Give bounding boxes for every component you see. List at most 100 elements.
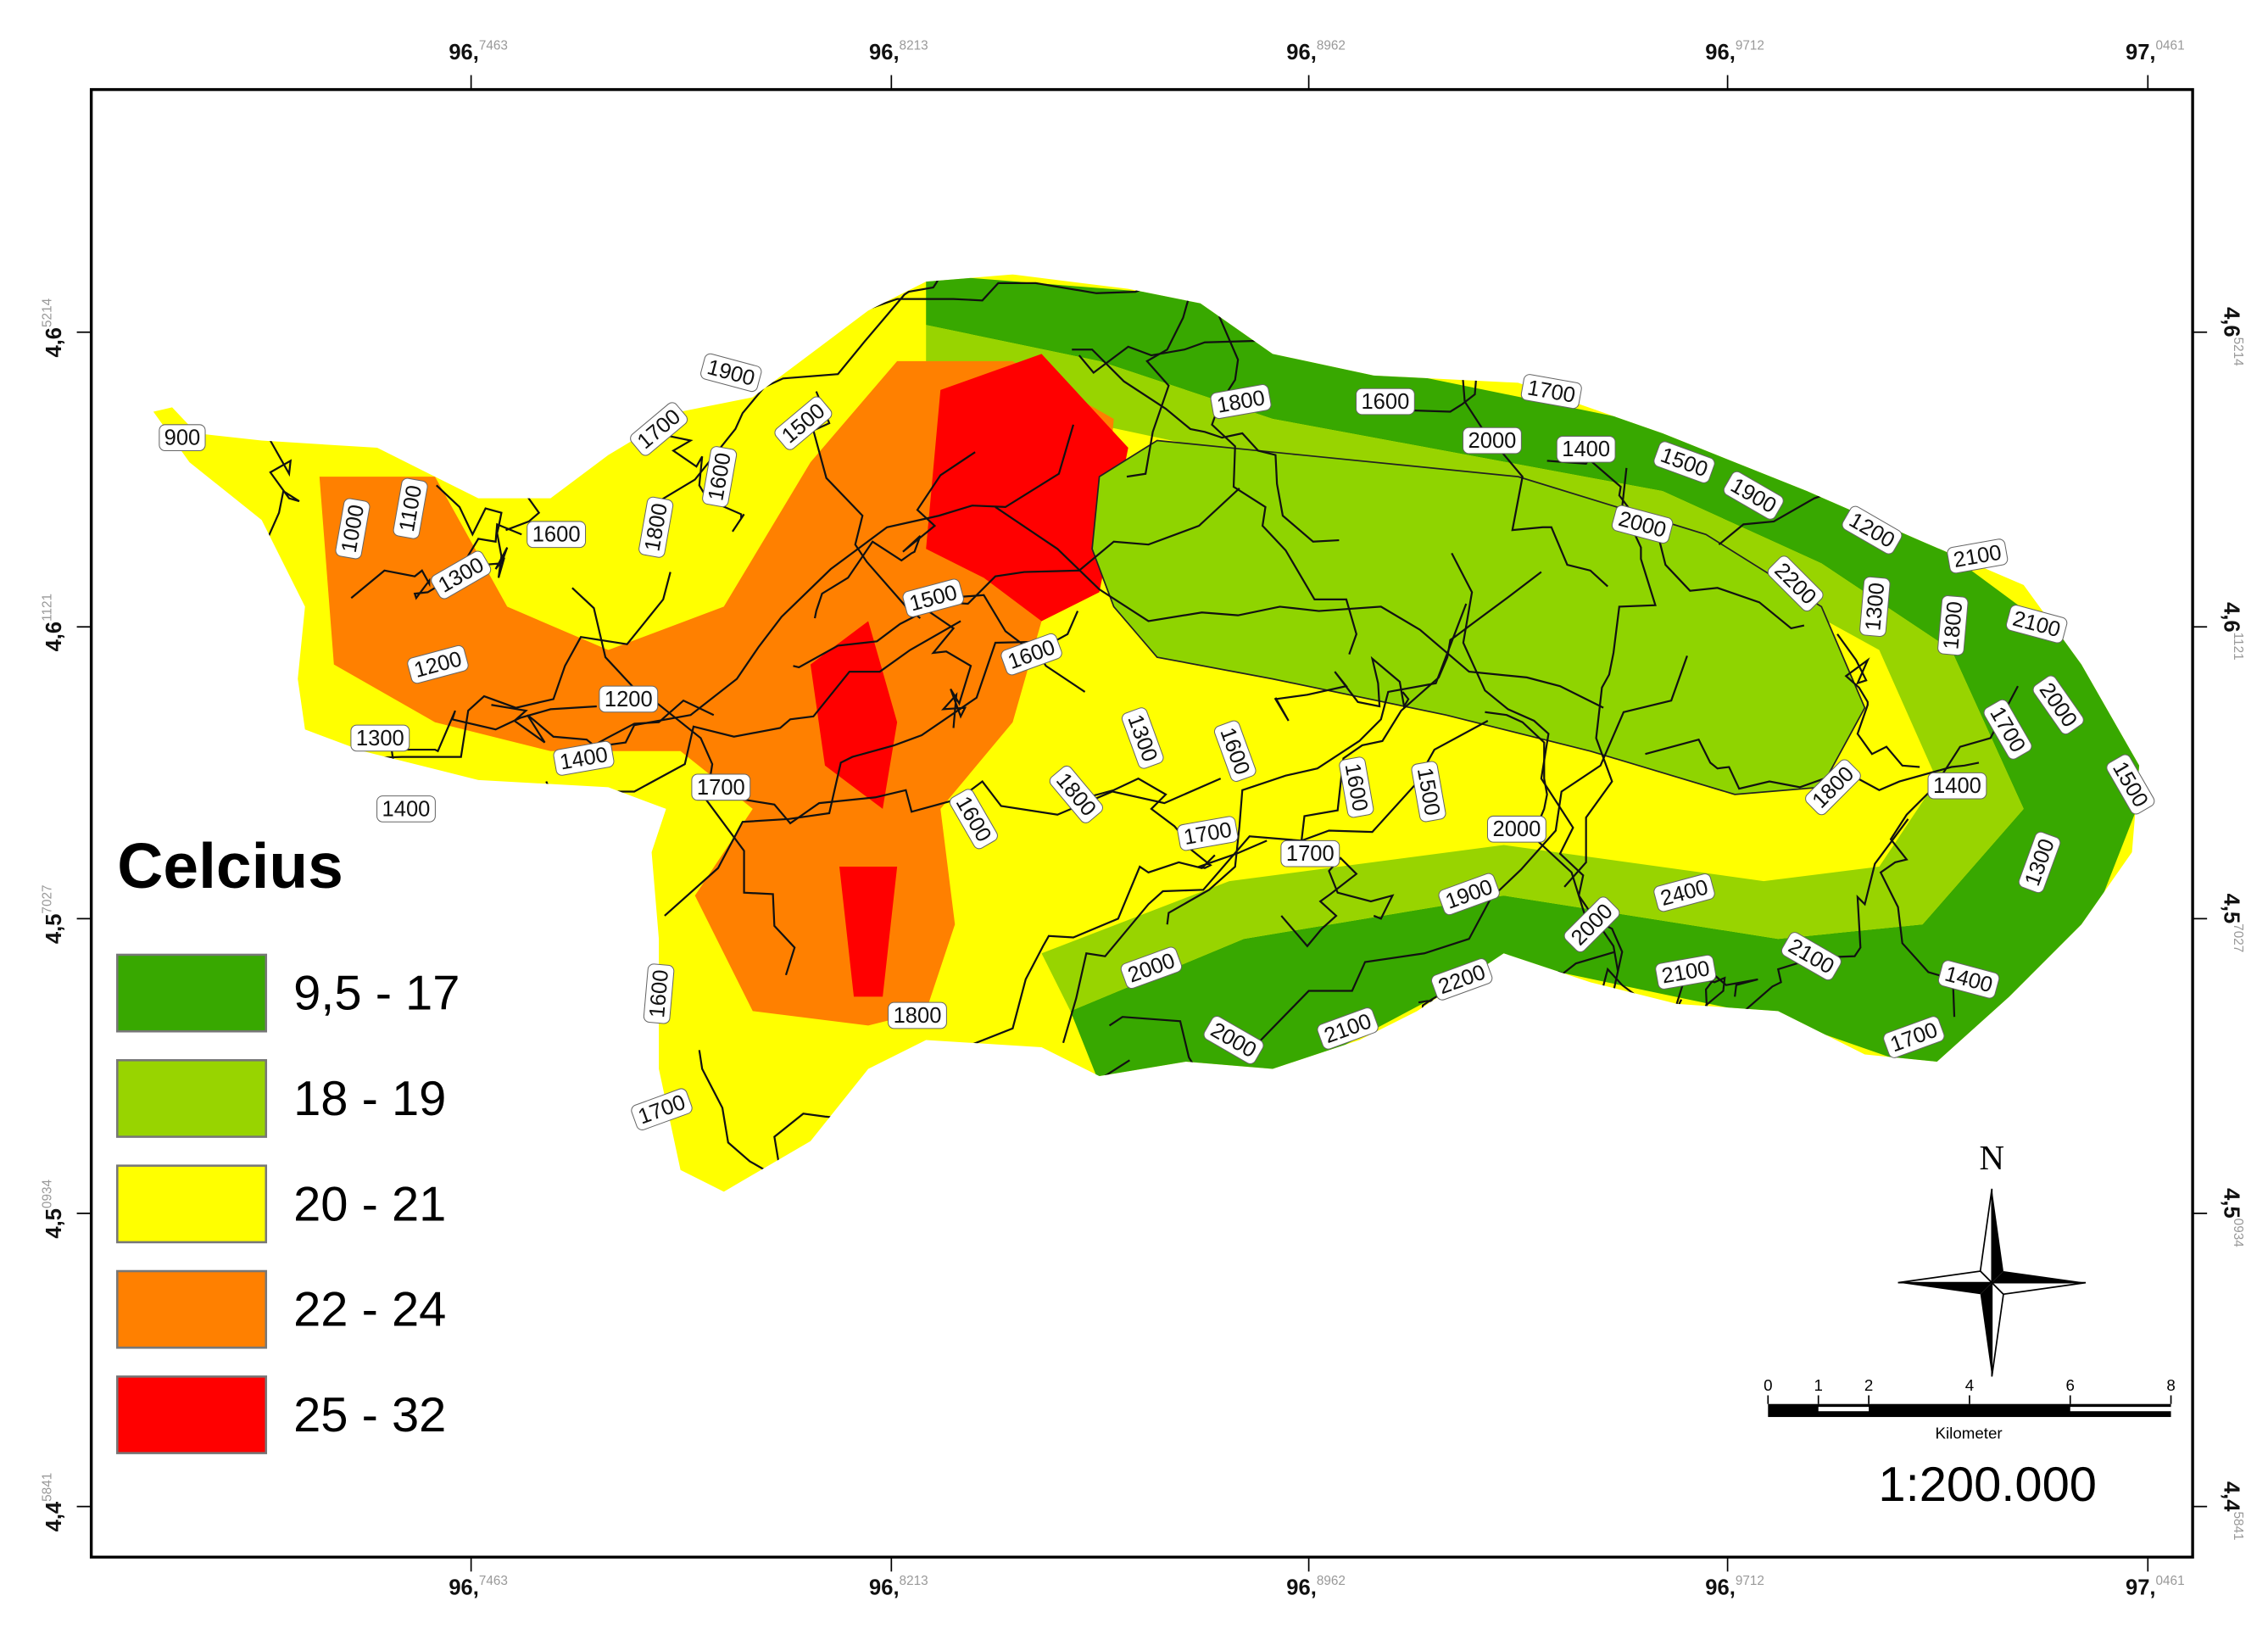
coordinate-label: 96,9712 bbox=[1705, 39, 1764, 64]
coordinate-major: 96, bbox=[869, 41, 900, 64]
contour-label-box bbox=[1556, 435, 1616, 463]
north-label: N bbox=[1980, 1139, 2005, 1177]
contour-label: 1800 bbox=[894, 1004, 942, 1028]
coordinate-minor: 7027 bbox=[41, 884, 55, 913]
contour-label: 2000 bbox=[1492, 817, 1541, 841]
scale-unit: Kilometer bbox=[1936, 1424, 2003, 1442]
contour-label-box bbox=[1983, 699, 2032, 760]
contour-line bbox=[1563, 467, 1657, 888]
contour-label-box bbox=[1859, 576, 1891, 637]
contour-label-box bbox=[1210, 384, 1272, 420]
contour-label-group: 2000 bbox=[1486, 815, 1546, 843]
contour-label-box bbox=[1438, 873, 1500, 916]
coordinate-minor: 1121 bbox=[41, 594, 55, 622]
legend-title: Celcius bbox=[117, 830, 343, 901]
coordinate-minor: 8962 bbox=[1317, 39, 1346, 53]
contour-label-box bbox=[1520, 374, 1582, 410]
coordinate-major: 96, bbox=[449, 1576, 479, 1600]
coordinate-major: 96, bbox=[1286, 1576, 1317, 1600]
coordinate-major: 4,5 bbox=[2220, 1188, 2243, 1219]
coordinate-major: 4,6 bbox=[2220, 602, 2243, 633]
contour-label-group: 2000 bbox=[1463, 427, 1522, 455]
map-frame bbox=[89, 87, 2194, 1559]
coordinate-minor: 8962 bbox=[1317, 1574, 1346, 1588]
contour-label: 1400 bbox=[382, 797, 431, 821]
contour-label-box bbox=[553, 740, 615, 776]
contour-label-group: 1300 bbox=[1859, 576, 1891, 637]
contour-label: 1600 bbox=[1361, 390, 1409, 414]
contour-line bbox=[793, 487, 1240, 669]
scale-bar-segment bbox=[1818, 1407, 1870, 1412]
contour-line bbox=[904, 606, 972, 728]
contour-label: 1400 bbox=[1933, 774, 1981, 798]
contour-label-box bbox=[1213, 720, 1257, 782]
contour-label-box bbox=[1120, 946, 1183, 990]
contour-label-box bbox=[643, 963, 675, 1024]
coordinate-major: 4,5 bbox=[2220, 894, 2243, 924]
contour-label-box bbox=[2032, 675, 2084, 735]
contour-label-box bbox=[159, 424, 206, 451]
coordinate-major: 96, bbox=[449, 41, 479, 64]
contour-label-box bbox=[335, 498, 371, 560]
coordinate-minor: 5841 bbox=[41, 1473, 55, 1502]
contour-label: 1800 bbox=[1939, 600, 1967, 650]
coordinate-label: 96,7463 bbox=[449, 39, 508, 64]
contour-label-group: 1800 bbox=[1937, 595, 1969, 656]
contour-line bbox=[650, 274, 1010, 507]
coordinate-label: 96,8213 bbox=[869, 39, 928, 64]
contour-label-box bbox=[1927, 772, 1987, 800]
contour-label-box bbox=[1805, 759, 1861, 816]
contour-line bbox=[1211, 315, 1357, 655]
contour-line bbox=[1879, 685, 2019, 1018]
contour-label-box bbox=[1431, 958, 1493, 1001]
contour-label-box bbox=[631, 1088, 693, 1130]
contour-label-box bbox=[393, 477, 428, 539]
coordinate-label: 4,45841 bbox=[41, 1473, 66, 1532]
contour-label-box bbox=[1463, 427, 1522, 455]
contour-label-box bbox=[638, 496, 674, 558]
contour-label-group: 1700 bbox=[691, 773, 751, 801]
contour-label-box bbox=[350, 724, 410, 752]
contour-label-group: 1700 bbox=[1983, 699, 2032, 760]
contour-label-box bbox=[1767, 555, 1824, 612]
contour-label-box bbox=[902, 578, 964, 617]
zone-red bbox=[926, 354, 1128, 622]
coordinate-minor: 0934 bbox=[41, 1179, 55, 1208]
contour-line bbox=[721, 778, 1222, 825]
contour-label-group: 1200 bbox=[599, 685, 659, 713]
contour-label-box bbox=[1937, 960, 2000, 999]
contour-label-group: 1600 bbox=[643, 963, 675, 1024]
scale-tick-label: 0 bbox=[1764, 1376, 1772, 1394]
contour-label-box bbox=[1883, 1016, 1945, 1058]
contour-label-group: 1400 bbox=[553, 740, 615, 776]
coordinate-minor: 5841 bbox=[2231, 1511, 2245, 1540]
contour-line bbox=[1166, 603, 1468, 925]
contour-label: 1700 bbox=[1286, 842, 1335, 866]
coordinate-minor: 7463 bbox=[479, 1574, 508, 1588]
coordinate-label: 4,45841 bbox=[2220, 1481, 2245, 1541]
contour-label: 1400 bbox=[1562, 438, 1610, 461]
coordinate-major: 4,5 bbox=[42, 1208, 66, 1239]
contour-label-box bbox=[888, 1001, 947, 1029]
contour-label-box bbox=[1842, 505, 1903, 555]
scale-ratio: 1:200.000 bbox=[1878, 1458, 2097, 1512]
coordinate-minor: 0934 bbox=[2231, 1219, 2245, 1248]
coordinate-label: 4,50934 bbox=[2220, 1188, 2245, 1247]
contour-label-box bbox=[702, 446, 738, 508]
contour-label-group: 1700 bbox=[1280, 839, 1340, 867]
scale-bar-segment bbox=[2070, 1407, 2171, 1412]
contour-label-box bbox=[599, 685, 659, 713]
contour-label: 1200 bbox=[605, 688, 653, 711]
coordinate-label: 4,61121 bbox=[2220, 602, 2245, 660]
coordinate-label: 4,65214 bbox=[2220, 307, 2245, 366]
coordinate-label: 4,57027 bbox=[2220, 894, 2245, 953]
legend-label: 9,5 - 17 bbox=[293, 967, 460, 1021]
contour-label-box bbox=[1611, 505, 1674, 544]
contour-label: 1600 bbox=[645, 968, 673, 1018]
contour-label-group: 1400 bbox=[1556, 435, 1616, 463]
contour-label-box bbox=[1947, 538, 2009, 574]
contour-label-group: 1500 bbox=[1411, 761, 1446, 823]
legend-label: 22 - 24 bbox=[293, 1283, 446, 1337]
contour-label: 900 bbox=[164, 427, 201, 450]
